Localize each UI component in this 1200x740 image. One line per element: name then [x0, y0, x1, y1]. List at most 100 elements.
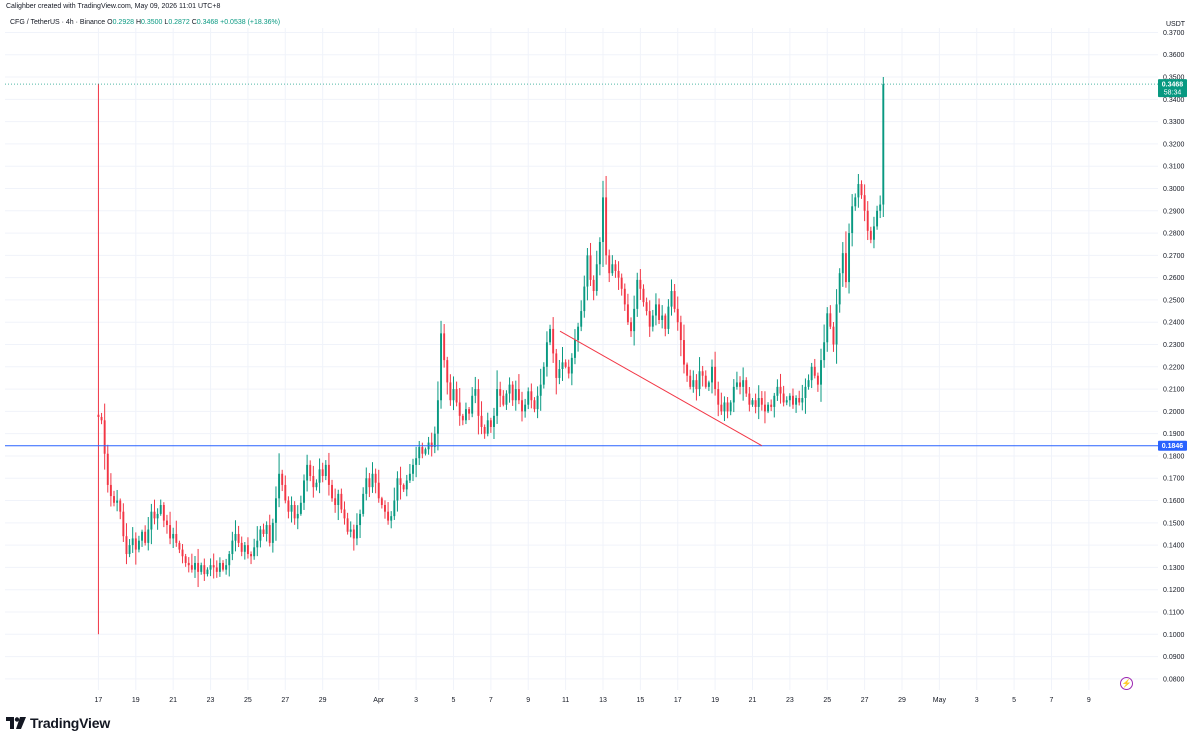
candle-body — [542, 366, 545, 385]
candle-body — [147, 529, 150, 543]
candle-body — [767, 404, 770, 412]
candle-body — [446, 360, 449, 383]
candle-body — [857, 184, 860, 198]
candle-body — [732, 386, 735, 403]
candle-body — [664, 315, 667, 329]
candle-body — [679, 322, 682, 341]
candle-body — [380, 498, 383, 505]
candle-body — [698, 371, 701, 390]
y-tick-label: 0.3300 — [1163, 119, 1185, 126]
price-line-badge — [1158, 79, 1187, 98]
candle-body — [303, 480, 305, 503]
y-tick-label: 0.2400 — [1163, 320, 1185, 327]
price-axis: 0.3700 0.3600 0.3500 0.3400 0.3300 0.3200 0.31… — [1158, 30, 1187, 683]
candle-body — [508, 384, 511, 394]
lightning-bolt-icon[interactable]: ⚡ — [1120, 677, 1133, 690]
candle-body — [489, 420, 492, 427]
candle-body — [595, 264, 598, 292]
candle-body — [795, 398, 798, 405]
candle-body — [436, 400, 439, 434]
candle-body — [816, 375, 819, 385]
y-tick-label: 0.3600 — [1163, 52, 1185, 59]
x-tick-label: 17 — [95, 697, 103, 704]
candle-body — [181, 549, 184, 557]
candle-body — [452, 389, 455, 401]
y-tick-label: 0.2800 — [1163, 231, 1185, 238]
candle-body — [399, 478, 402, 485]
candle-body — [742, 380, 745, 387]
candle-body — [187, 562, 190, 566]
candle-body — [290, 504, 293, 512]
candle-body — [630, 322, 632, 332]
candle-body — [418, 447, 421, 459]
candle-body — [200, 565, 203, 572]
candle-body — [165, 520, 168, 526]
candle-body — [804, 386, 807, 399]
candle-body — [823, 342, 826, 361]
candle-body — [757, 398, 760, 407]
close-label: C — [191, 19, 197, 26]
y-tick-label: 0.3500 — [1163, 75, 1185, 82]
candle-body — [586, 255, 589, 287]
y-tick-label: 0.1500 — [1163, 520, 1185, 527]
candle-body — [754, 400, 757, 407]
candle-body — [654, 304, 657, 316]
brand-name: TradingView — [30, 715, 111, 731]
y-tick-label: 0.3000 — [1163, 186, 1185, 193]
candle-body — [620, 277, 623, 289]
x-tick-label: 3 — [975, 697, 979, 704]
candle-body — [312, 476, 315, 488]
x-tick-label: 9 — [1087, 697, 1091, 704]
candle-body — [686, 364, 689, 376]
candle-body — [860, 184, 863, 196]
candle-body — [589, 255, 592, 280]
symbol-label[interactable]: CFG / TetherUS · 4h · Binance — [10, 19, 106, 26]
candle-body — [259, 529, 262, 541]
candle-body — [368, 478, 371, 488]
candle-body — [97, 414, 100, 417]
candle-body — [782, 393, 785, 403]
tradingview-logo[interactable]: TradingView — [6, 715, 110, 731]
candle-body — [835, 304, 838, 345]
y-tick-label: 0.2200 — [1163, 364, 1185, 371]
candle-body — [327, 464, 330, 485]
candle-body — [483, 426, 486, 434]
candle-body — [605, 197, 608, 256]
candle-body — [240, 542, 243, 552]
candle-body — [377, 482, 380, 499]
candle-body — [116, 500, 119, 503]
y-tick-label: 0.3100 — [1163, 164, 1185, 171]
candle-body — [178, 542, 181, 550]
candle-body — [776, 386, 779, 396]
candle-body — [393, 500, 396, 517]
candle-body — [673, 291, 676, 309]
y-tick-label: 0.0900 — [1163, 654, 1185, 661]
candle-body — [505, 393, 508, 405]
candle-body — [704, 375, 707, 387]
candle-body — [527, 391, 530, 405]
y-tick-label: 0.2900 — [1163, 208, 1185, 215]
candle-body — [346, 518, 349, 532]
candle-body — [455, 389, 458, 403]
y-tick-label: 0.3200 — [1163, 141, 1185, 148]
candle-body — [250, 554, 253, 557]
candle-body — [792, 395, 794, 405]
candle-body — [499, 389, 502, 396]
candle-body — [511, 384, 514, 401]
candle-body — [707, 382, 710, 387]
candle-body — [449, 382, 452, 401]
y-tick-label: 0.1800 — [1163, 453, 1185, 460]
candle-body — [872, 226, 875, 240]
candle-body — [134, 538, 137, 550]
candle-body — [760, 398, 763, 405]
candle-body — [218, 562, 221, 572]
candle-body — [592, 279, 595, 292]
y-tick-label: 0.1400 — [1163, 543, 1185, 550]
candle-body — [876, 210, 879, 227]
candle-body — [212, 565, 215, 568]
candle-body — [197, 562, 200, 572]
candle-body — [337, 493, 340, 505]
candle-body — [468, 409, 471, 414]
x-tick-label: 25 — [244, 697, 252, 704]
